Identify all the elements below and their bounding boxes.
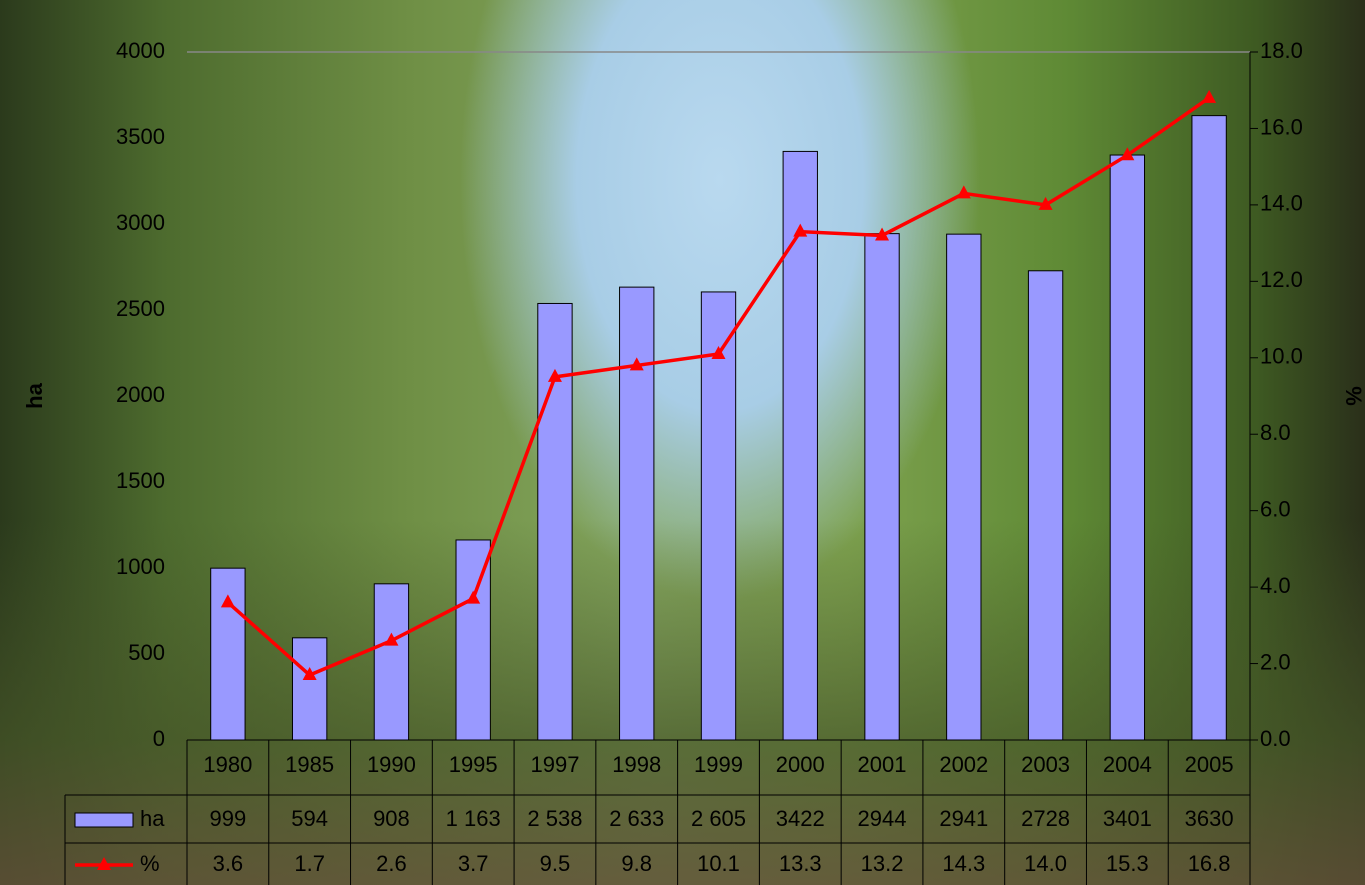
table-value: 3.7 [458, 851, 489, 876]
x-tick-label: 1997 [530, 752, 579, 777]
bar [782, 150, 818, 741]
bar [210, 567, 246, 741]
line-marker [1038, 196, 1053, 210]
table-value: 3422 [776, 806, 825, 831]
bar [1191, 115, 1227, 741]
line-marker [384, 632, 399, 646]
y-tick-label: 0 [153, 726, 165, 751]
line-marker [629, 357, 644, 371]
line-marker [793, 223, 808, 237]
bar [619, 286, 655, 741]
x-tick-label: 2004 [1103, 752, 1152, 777]
y2-tick-label: 14.0 [1260, 191, 1303, 216]
y-tick-label: 1500 [116, 468, 165, 493]
bar [1027, 270, 1064, 741]
y2-tick-label: 16.0 [1260, 114, 1303, 139]
bar [373, 583, 410, 741]
table-value: 1 163 [446, 806, 501, 831]
x-tick-label: 1985 [285, 752, 334, 777]
y-tick-label: 500 [128, 640, 165, 665]
x-tick-label: 2005 [1185, 752, 1234, 777]
bar [700, 291, 737, 741]
legend-swatch [97, 857, 111, 870]
y2-tick-label: 2.0 [1260, 649, 1291, 674]
line-marker [466, 590, 481, 604]
table-value: 14.0 [1024, 851, 1067, 876]
y2-tick-label: 18.0 [1260, 38, 1303, 63]
table-value: 14.3 [942, 851, 985, 876]
table-value: 594 [291, 806, 328, 831]
table-value: 3630 [1185, 806, 1234, 831]
table-value: 2941 [939, 806, 988, 831]
y2-tick-label: 6.0 [1260, 496, 1291, 521]
line-marker [711, 345, 726, 359]
line-marker [875, 227, 890, 241]
table-value: 3401 [1103, 806, 1152, 831]
bar [864, 233, 900, 741]
table-value: 13.3 [779, 851, 822, 876]
line-marker [1202, 89, 1217, 103]
bar [946, 233, 982, 741]
line-marker [956, 185, 971, 199]
x-tick-label: 2002 [939, 752, 988, 777]
table-value: 16.8 [1188, 851, 1231, 876]
y-tick-label: 2000 [116, 382, 165, 407]
y2-tick-label: 4.0 [1260, 573, 1291, 598]
table-value: 9.8 [621, 851, 652, 876]
y-tick-label: 3500 [116, 124, 165, 149]
table-value: 2728 [1021, 806, 1070, 831]
bar [455, 539, 491, 741]
table-value: 2 633 [609, 806, 664, 831]
y-tick-label: 3000 [116, 210, 165, 235]
table-value: 2.6 [376, 851, 407, 876]
table-value: 1.7 [294, 851, 325, 876]
y2-axis-label: % [1341, 386, 1365, 406]
y2-tick-label: 0.0 [1260, 726, 1291, 751]
y-tick-label: 4000 [116, 38, 165, 63]
table-value: 2 605 [691, 806, 746, 831]
line-marker [220, 594, 235, 608]
line-marker [302, 667, 317, 681]
table-value: 13.2 [861, 851, 904, 876]
legend-label: ha [140, 806, 165, 831]
x-tick-label: 1990 [367, 752, 416, 777]
line-marker [1120, 147, 1135, 161]
table-value: 2944 [858, 806, 907, 831]
x-tick-label: 1999 [694, 752, 743, 777]
table-value: 999 [210, 806, 247, 831]
line-marker [547, 368, 562, 382]
table-value: 9.5 [540, 851, 571, 876]
x-tick-label: 1980 [203, 752, 252, 777]
x-tick-label: 1998 [612, 752, 661, 777]
x-tick-label: 2003 [1021, 752, 1070, 777]
table-value: 908 [373, 806, 410, 831]
y2-tick-label: 10.0 [1260, 344, 1303, 369]
y-tick-label: 2500 [116, 296, 165, 321]
legend-swatch [74, 812, 134, 828]
y-axis-label: ha [22, 382, 47, 408]
table-value: 2 538 [527, 806, 582, 831]
table-value: 15.3 [1106, 851, 1149, 876]
bar [1109, 154, 1146, 741]
x-tick-label: 1995 [449, 752, 498, 777]
y2-tick-label: 8.0 [1260, 420, 1291, 445]
y2-tick-label: 12.0 [1260, 267, 1303, 292]
table-value: 10.1 [697, 851, 740, 876]
legend-label: % [140, 851, 160, 876]
bar [291, 637, 328, 741]
x-tick-label: 2001 [858, 752, 907, 777]
table-value: 3.6 [213, 851, 244, 876]
y-tick-label: 1000 [116, 554, 165, 579]
x-tick-label: 2000 [776, 752, 825, 777]
